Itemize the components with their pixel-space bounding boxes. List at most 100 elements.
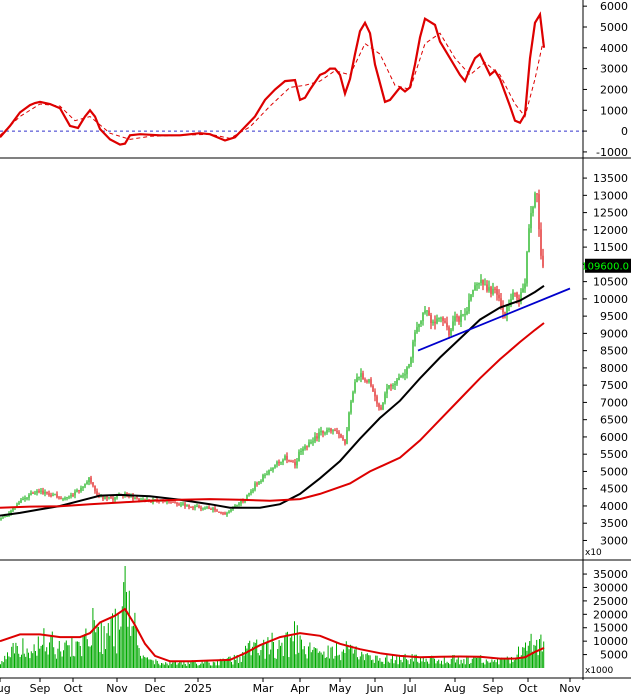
- volume-bar: [207, 659, 209, 668]
- volume-bar: [284, 636, 286, 668]
- price-y-tick-label: 6000: [600, 431, 628, 444]
- volume-bar: [439, 663, 441, 668]
- candle-body: [224, 512, 226, 515]
- x-tick-label: Oct: [518, 682, 538, 695]
- volume-bar: [361, 651, 363, 668]
- volume-bar: [480, 655, 482, 668]
- volume-bar: [422, 657, 424, 668]
- volume-bar: [424, 662, 426, 668]
- candle-body: [422, 312, 424, 322]
- candle-body: [382, 402, 384, 410]
- volume-bar: [88, 646, 90, 668]
- vol-y-tick-label: 35000: [593, 568, 628, 581]
- candle-body: [470, 294, 472, 301]
- candle-body: [500, 298, 502, 307]
- volume-bar: [471, 658, 473, 668]
- volume-bar: [364, 660, 365, 668]
- volume-bar: [67, 645, 69, 668]
- candle-body: [146, 499, 148, 501]
- volume-bar: [294, 621, 295, 668]
- volume-bar: [420, 658, 421, 668]
- volume-bar: [288, 657, 290, 668]
- volume-bar: [425, 658, 427, 668]
- volume-bar: [179, 662, 181, 668]
- volume-bar: [175, 660, 176, 668]
- candle-body: [80, 487, 82, 492]
- volume-bar: [506, 656, 508, 668]
- volume-bar: [214, 662, 216, 668]
- volume-bar: [386, 654, 388, 668]
- volume-bar: [46, 647, 48, 668]
- volume-bar: [476, 657, 477, 668]
- candle-body: [314, 436, 316, 442]
- volume-bar: [313, 647, 315, 668]
- volume-bar: [457, 655, 459, 668]
- candle-body: [202, 508, 204, 510]
- price-y-tick-label: 12000: [593, 224, 628, 237]
- volume-bar: [385, 657, 386, 668]
- volume-bar: [326, 657, 328, 668]
- candle-body: [164, 501, 166, 503]
- candle-body: [514, 292, 516, 294]
- volume-bar: [275, 658, 277, 668]
- price-y-tick-label: 7000: [600, 396, 628, 409]
- volume-bar: [393, 663, 395, 668]
- volume-bar: [12, 642, 14, 668]
- candle-body: [538, 194, 540, 230]
- candle-body: [484, 284, 486, 286]
- volume-bar: [200, 663, 202, 668]
- volume-bar: [305, 654, 307, 668]
- volume-bar: [498, 664, 500, 668]
- candle-body: [220, 511, 222, 513]
- candle-body: [358, 377, 360, 379]
- candle-body: [322, 430, 324, 434]
- volume-bar: [47, 654, 49, 668]
- volume-bar: [487, 661, 489, 668]
- volume-bar: [238, 663, 239, 668]
- price-y-tick-label: 12500: [593, 207, 628, 220]
- volume-bar: [478, 656, 480, 668]
- volume-ma-line: [0, 607, 545, 663]
- volume-bar: [149, 659, 151, 668]
- volume-bar: [5, 659, 7, 668]
- volume-bar: [389, 662, 391, 668]
- last-price-box: [585, 258, 631, 273]
- volume-bar: [89, 646, 91, 668]
- candle-body: [70, 494, 72, 497]
- candle-body: [298, 451, 300, 462]
- volume-bar: [98, 626, 99, 668]
- volume-bar: [156, 660, 158, 668]
- volume-bar: [337, 655, 339, 668]
- candle-body: [400, 376, 402, 378]
- volume-bar: [352, 653, 354, 668]
- volume-bar: [406, 659, 407, 668]
- volume-bar: [410, 659, 412, 668]
- volume-bar: [82, 635, 84, 668]
- candle-body: [332, 430, 334, 432]
- volume-bar: [287, 631, 288, 668]
- candle-body: [44, 491, 46, 494]
- volume-bar: [233, 654, 235, 668]
- candle-body: [390, 385, 392, 387]
- candle-body: [474, 285, 476, 291]
- volume-bar: [441, 660, 442, 668]
- volume-bar: [403, 655, 405, 668]
- volume-bar: [355, 646, 357, 668]
- volume-bar: [373, 662, 375, 668]
- candle-body: [476, 284, 478, 286]
- volume-bar: [58, 641, 60, 668]
- volume-bar: [205, 660, 207, 668]
- candle-body: [168, 501, 170, 503]
- volume-bar: [138, 648, 140, 668]
- candle-body: [186, 504, 188, 507]
- candle-body: [316, 436, 318, 439]
- candle-body: [408, 364, 410, 368]
- volume-bar: [421, 661, 423, 668]
- candle-body: [30, 492, 32, 495]
- volume-bar: [7, 652, 8, 668]
- volume-bar: [172, 662, 174, 668]
- volume-bar: [130, 635, 132, 668]
- volume-bar: [333, 658, 335, 668]
- candle-body: [66, 497, 68, 499]
- volume-bar: [536, 639, 538, 668]
